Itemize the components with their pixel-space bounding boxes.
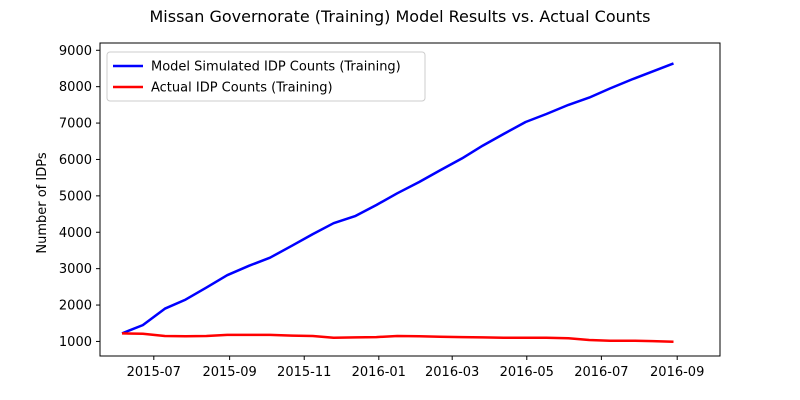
y-tick-label: 4000 [59,226,92,241]
legend-label-2: Actual IDP Counts (Training) [151,81,333,96]
x-tick-label: 2016-07 [574,365,628,380]
y-tick-label: 7000 [59,117,92,132]
chart-title: Missan Governorate (Training) Model Resu… [150,7,651,26]
y-tick-label: 5000 [59,189,92,204]
x-tick-label: 2016-01 [352,365,406,380]
y-tick-label: 8000 [59,80,92,95]
legend-label-1: Model Simulated IDP Counts (Training) [151,60,401,75]
legend-box [106,51,426,102]
y-tick-label: 6000 [59,153,92,168]
x-tick-label: 2015-09 [202,365,256,380]
y-tick-label: 9000 [59,44,92,59]
axes-frame [99,42,721,357]
y-tick-label: 2000 [59,299,92,314]
x-tick-label: 2016-09 [650,365,704,380]
series-line-2 [121,332,674,344]
y-tick-label: 1000 [59,335,92,350]
x-tick-label: 2016-03 [425,365,479,380]
y-tick-label: 3000 [59,262,92,277]
y-axis-title: Number of IDPs [35,152,50,253]
x-tick-label: 2015-07 [127,365,181,380]
plot-area: 1000 2000 3000 4000 5000 6000 7000 8000 9000 2015… [59,42,721,380]
x-tick-label: 2016-05 [500,365,554,380]
x-tick-label: 2015-11 [277,365,331,380]
series-line-1 [121,62,674,335]
